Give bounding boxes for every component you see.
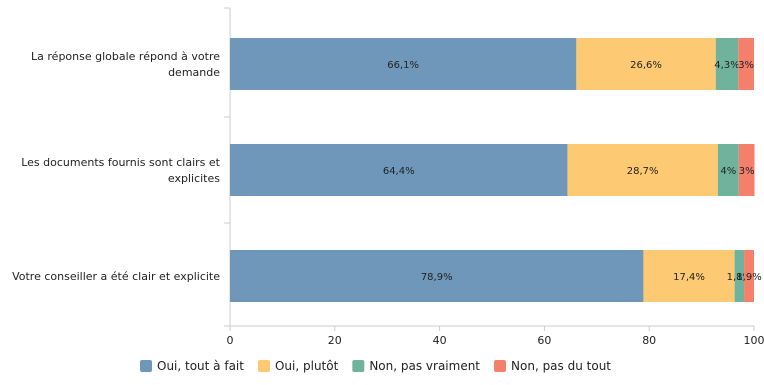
bar-segment	[734, 250, 745, 302]
category-labels: La réponse globale répond à votre demande…	[12, 50, 221, 283]
data-label: 1,9%	[736, 272, 761, 283]
x-tick-label: 80	[642, 334, 656, 347]
legend-swatch	[257, 360, 270, 372]
bar-segment	[643, 250, 735, 302]
legend: Oui, tout à fait Oui, plutôt Non, pas vrai…	[140, 359, 611, 373]
data-label: 1,8%	[727, 272, 752, 283]
legend-swatch	[352, 360, 365, 372]
data-label: 64,4%	[383, 166, 415, 177]
legend-item: Non, pas du tout	[511, 359, 611, 373]
data-label: 4,3%	[714, 60, 739, 71]
x-tick-label: 40	[433, 334, 447, 347]
data-label: 26,6%	[630, 60, 662, 71]
bar-segment	[744, 250, 754, 302]
bar-segment	[230, 250, 644, 302]
bar-segment	[576, 38, 716, 90]
category-label: explicites	[168, 172, 220, 185]
category-label: La réponse globale répond à votre	[31, 50, 220, 63]
category-label: Les documents fournis sont clairs et	[21, 156, 220, 169]
category-label: demande	[168, 66, 220, 79]
x-tick-labels: 0 20 40 60 80 100	[227, 326, 764, 347]
legend-swatch	[494, 360, 507, 372]
bar-segment	[738, 144, 755, 196]
x-tick-label: 60	[537, 334, 551, 347]
legend-item: Oui, plutôt	[275, 359, 339, 373]
legend-item: Non, pas vraiment	[369, 359, 480, 373]
legend-swatch	[140, 360, 152, 372]
data-label: 3%	[738, 60, 754, 71]
bar-segment	[230, 144, 568, 196]
bar-segment	[567, 144, 718, 196]
data-label: 4%	[720, 166, 736, 177]
data-label: 78,9%	[421, 272, 453, 283]
data-label: 3%	[739, 166, 755, 177]
bar-segment	[717, 144, 739, 196]
x-tick-label: 0	[227, 334, 234, 347]
category-label: Votre conseiller a été clair et explicit…	[12, 270, 220, 283]
data-label: 17,4%	[673, 272, 705, 283]
x-tick-label: 100	[744, 334, 764, 347]
bars-group: 66,1% 26,6% 4,3%3%64,4% 28,7% 4% 3%78,9% 17,4%…	[230, 38, 762, 302]
bar-segment	[738, 38, 754, 90]
x-tick-label: 20	[328, 334, 342, 347]
data-label: 28,7%	[627, 166, 659, 177]
bar-segment	[715, 38, 739, 90]
data-label: 66,1%	[387, 60, 419, 71]
bar-segment	[230, 38, 577, 90]
legend-item: Oui, tout à fait	[157, 359, 244, 373]
